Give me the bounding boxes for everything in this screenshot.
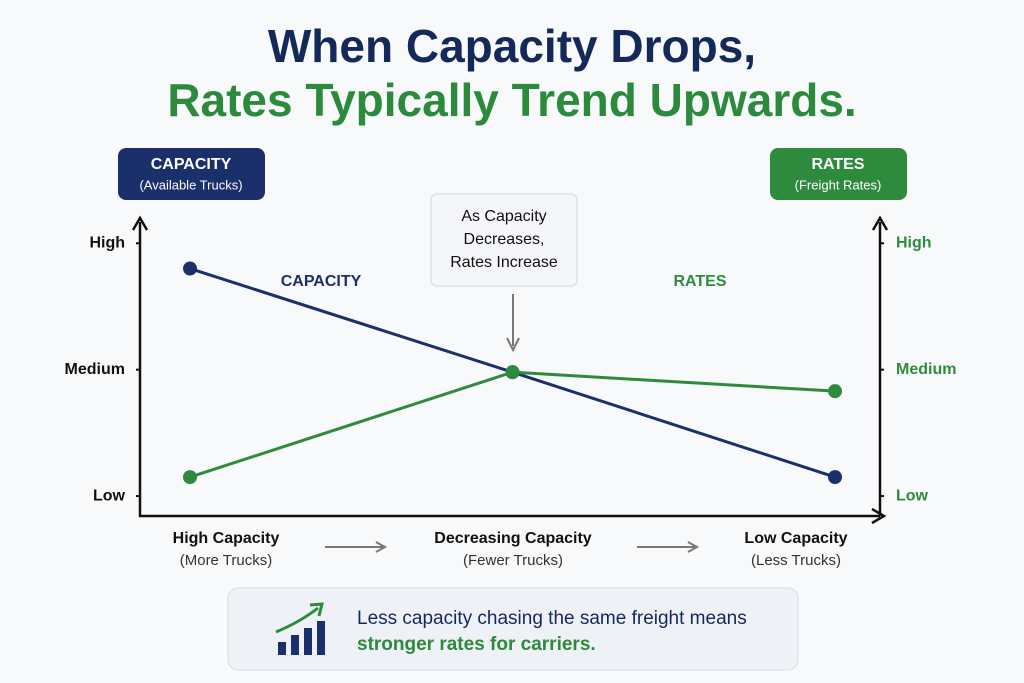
x-tick-note: (Fewer Trucks): [463, 552, 563, 569]
chart-title: When Capacity Drops,: [268, 20, 756, 72]
series-label: CAPACITY: [281, 273, 362, 290]
data-point: [505, 365, 520, 380]
x-tick-label: High Capacity: [173, 530, 280, 547]
note-box: [227, 587, 799, 671]
x-axis-arrow: [871, 507, 887, 525]
series-label: RATES: [673, 273, 726, 290]
y-tick-label: Low: [93, 487, 126, 504]
y-tick-label: Medium: [65, 361, 125, 378]
icon-bar: [291, 635, 299, 655]
icon-arrow: [275, 606, 319, 634]
y-axis-title: CAPACITY: [151, 156, 232, 173]
icon-bar: [304, 628, 312, 655]
y2-axis-label: (Freight Rates): [795, 177, 882, 192]
y2-axis-title: RATES: [811, 156, 864, 173]
y-axis-box: [118, 148, 265, 200]
y2-axis-box: [770, 148, 907, 200]
x-tick-note: (More Trucks): [180, 552, 273, 569]
data-point: [828, 470, 842, 485]
y2-axis-arrow: [871, 215, 889, 231]
icon-bar: [317, 621, 325, 655]
data-point: [183, 261, 197, 276]
y-axis-arrow: [131, 215, 149, 231]
growth-icon: [275, 602, 325, 655]
icon-bar: [278, 642, 286, 655]
y2-tick-label: Low: [896, 487, 929, 504]
y2-tick-label: Medium: [896, 361, 956, 378]
series-line: [189, 370, 836, 479]
y-axis-label: (Available Trucks): [139, 177, 242, 192]
annotation-line: Decreases,: [464, 231, 545, 248]
flow-arrow-head: [687, 541, 700, 553]
annotation-line: As Capacity: [461, 208, 546, 225]
x-tick-note: (Less Trucks): [751, 552, 841, 569]
annotation-arrow-head: [506, 337, 520, 353]
note-line: Less capacity chasing the same freight m…: [357, 608, 747, 629]
y-tick-label: High: [89, 234, 125, 251]
flow-arrows: [325, 541, 700, 553]
x-tick-label: Low Capacity: [744, 530, 847, 547]
chart-subtitle: Rates Typically Trend Upwards.: [167, 74, 856, 126]
x-tick-label: Decreasing Capacity: [434, 530, 592, 547]
icon-arrow-head: [309, 602, 324, 617]
note-line: stronger rates for carriers.: [357, 634, 596, 655]
annotation-line: Rates Increase: [450, 254, 558, 271]
data-point: [183, 470, 197, 485]
flow-arrow-head: [375, 541, 388, 553]
data-point: [828, 384, 842, 399]
y2-tick-label: High: [896, 234, 932, 251]
annotation-box: [430, 193, 578, 287]
